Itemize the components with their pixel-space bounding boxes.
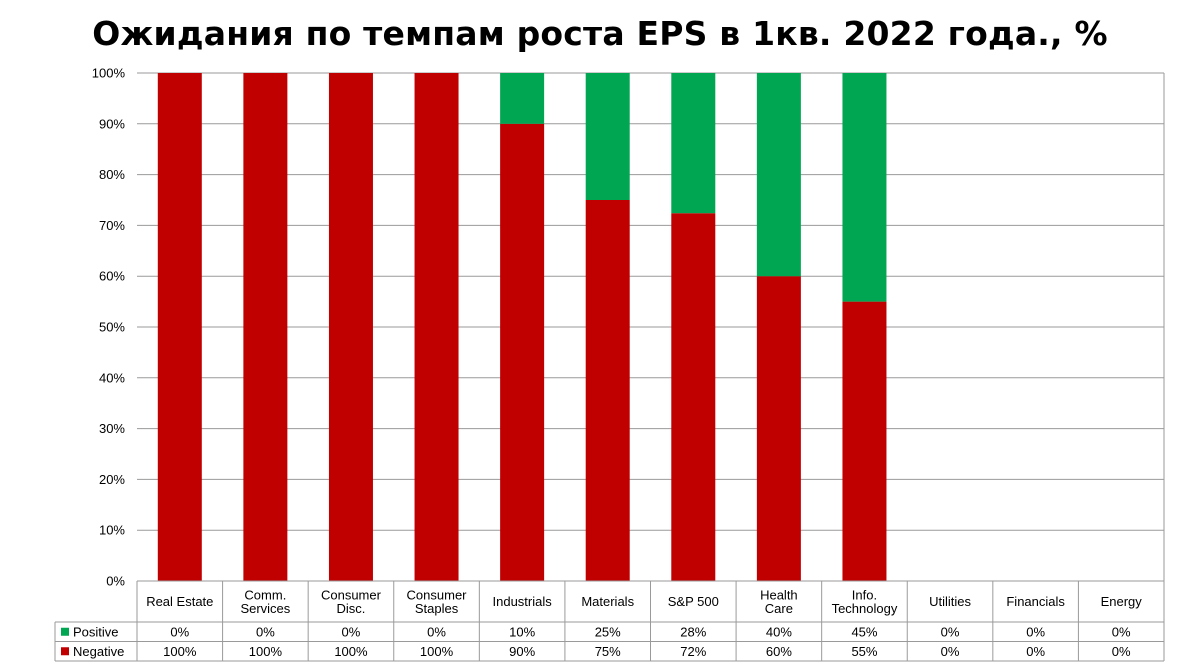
x-category-label: S&P 500 <box>668 594 719 609</box>
bar-positive <box>671 73 716 214</box>
y-tick-label: 70% <box>99 218 125 233</box>
data-label-negative: 55% <box>851 644 877 659</box>
y-tick-label: 100% <box>92 66 126 81</box>
y-tick-label: 60% <box>99 269 125 284</box>
data-label-positive: 40% <box>766 624 792 639</box>
data-label-negative: 72% <box>680 644 706 659</box>
data-label-negative: 0% <box>1026 644 1045 659</box>
legend-key-positive <box>61 627 69 636</box>
y-tick-label: 0% <box>106 574 125 589</box>
x-category-label: Comm. <box>244 587 286 602</box>
bar-negative <box>243 73 288 581</box>
data-label-negative: 60% <box>766 644 792 659</box>
data-label-positive: 28% <box>680 624 706 639</box>
x-category-label: Consumer <box>321 587 382 602</box>
data-label-negative: 90% <box>509 644 535 659</box>
y-tick-label: 90% <box>99 116 125 131</box>
x-category-label: Utilities <box>929 594 971 609</box>
data-label-positive: 45% <box>851 624 877 639</box>
x-category-label: Energy <box>1101 594 1143 609</box>
x-category-label: Staples <box>415 601 459 616</box>
y-tick-label: 20% <box>99 472 125 487</box>
bar-negative <box>585 200 630 581</box>
data-label-positive: 0% <box>256 624 275 639</box>
x-category-label: Disc. <box>337 601 366 616</box>
y-tick-label: 40% <box>99 370 125 385</box>
data-label-positive: 10% <box>509 624 535 639</box>
bar-positive <box>842 73 887 302</box>
y-tick-label: 30% <box>99 421 125 436</box>
data-label-negative: 0% <box>1112 644 1131 659</box>
bar-negative <box>157 73 202 581</box>
y-tick-label: 50% <box>99 320 125 335</box>
data-label-positive: 0% <box>1112 624 1131 639</box>
legend-key-negative <box>61 647 69 656</box>
bar-negative <box>671 213 716 581</box>
x-category-label: Services <box>240 601 290 616</box>
bar-negative <box>414 73 459 581</box>
legend-label-positive: Positive <box>73 624 119 639</box>
data-label-negative: 100% <box>163 644 197 659</box>
data-label-negative: 100% <box>420 644 454 659</box>
data-label-positive: 25% <box>595 624 621 639</box>
data-label-negative: 100% <box>249 644 283 659</box>
bar-negative <box>842 301 887 581</box>
x-category-label: Real Estate <box>146 594 213 609</box>
legend-label-negative: Negative <box>73 644 124 659</box>
data-label-positive: 0% <box>342 624 361 639</box>
y-tick-label: 80% <box>99 167 125 182</box>
y-tick-label: 10% <box>99 523 125 538</box>
bar-positive <box>585 73 630 200</box>
x-category-label: Care <box>765 601 793 616</box>
data-label-positive: 0% <box>427 624 446 639</box>
data-label-negative: 0% <box>941 644 960 659</box>
data-label-positive: 0% <box>170 624 189 639</box>
bar-negative <box>500 123 545 582</box>
bar-negative <box>328 73 373 581</box>
bar-negative <box>756 276 801 581</box>
x-category-label: Technology <box>832 601 898 616</box>
bar-positive <box>756 73 801 277</box>
chart-title: Ожидания по темпам роста EPS в 1кв. 2022… <box>92 14 1108 53</box>
x-category-label: Consumer <box>407 587 468 602</box>
x-category-label: Financials <box>1006 594 1065 609</box>
x-category-label: Info. <box>852 587 877 602</box>
x-category-label: Materials <box>581 594 634 609</box>
data-label-positive: 0% <box>941 624 960 639</box>
data-label-positive: 0% <box>1026 624 1045 639</box>
x-category-label: Industrials <box>493 594 553 609</box>
data-label-negative: 75% <box>595 644 621 659</box>
bar-positive <box>500 73 545 124</box>
data-label-negative: 100% <box>334 644 368 659</box>
x-category-label: Health <box>760 587 798 602</box>
